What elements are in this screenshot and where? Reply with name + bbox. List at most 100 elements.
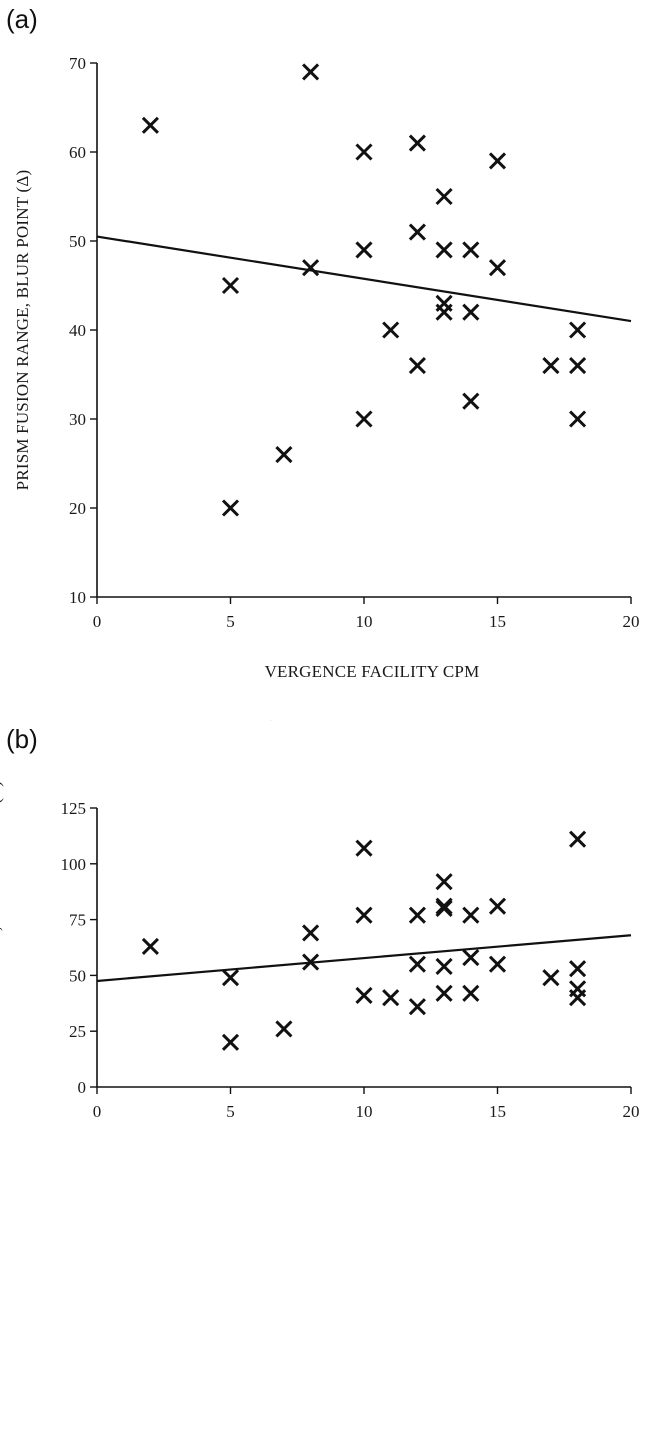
marker-stroke [382,321,400,339]
marker-stroke [141,116,159,134]
x-tick-label: 15 [489,1102,506,1121]
marker-stroke [462,303,480,321]
marker-stroke [435,873,453,891]
y-tick-label: 75 [69,911,86,930]
marker-stroke [275,446,293,464]
data-point-marker [141,116,159,134]
data-point-marker [435,899,453,918]
marker-stroke [569,960,587,978]
y-tick-label: 100 [61,855,87,874]
data-point-marker [462,984,480,1002]
x-tick-label: 15 [489,612,506,631]
data-point-marker [141,937,159,955]
data-point-marker [569,321,587,339]
marker-stroke [408,998,426,1016]
y-tick-label: 20 [69,499,86,518]
x-tick-label: 20 [623,612,640,631]
x-tick-label: 0 [93,1102,102,1121]
data-point-marker [355,986,373,1005]
x-tick-label: 10 [356,612,373,631]
marker-stroke [569,830,587,848]
data-point-marker [408,134,426,152]
data-point-marker [221,276,240,295]
data-point-marker [355,241,373,259]
data-point-marker [408,955,426,973]
x-tick-label: 5 [226,1102,235,1121]
y-tick-label: 70 [69,54,86,73]
marker-stroke [435,303,453,321]
marker-stroke [408,357,426,375]
data-point-marker [221,499,240,517]
marker-stroke [355,906,373,924]
marker-stroke [488,259,507,277]
marker-stroke [435,897,453,915]
data-point-marker [382,321,400,339]
chart-panel-a: (a) 10 20 30 40 50 60 70 0 5 10 15 20 VERGENCE FACIL… [0,0,646,720]
data-point-marker [408,998,426,1016]
marker-stroke [569,321,587,339]
data-point-marker [355,143,373,161]
data-point-marker [435,897,453,915]
data-point-marker [355,410,373,428]
marker-stroke [488,897,507,915]
marker-stroke [355,143,373,161]
data-point-marker [462,906,480,924]
marker-stroke [435,187,453,206]
x-tick-label: 5 [226,612,235,631]
data-point-marker [408,906,426,924]
data-point-marker [462,948,480,967]
data-point-marker [221,969,240,987]
data-point-marker [488,152,507,170]
y-tick-label: 125 [61,799,87,818]
marker-stroke [355,410,373,428]
data-point-marker [302,924,320,942]
y-tick-label: 25 [69,1022,86,1041]
marker-stroke [221,499,240,517]
data-point-marker [302,953,320,971]
data-point-marker [355,906,373,924]
data-point-marker [569,989,587,1007]
data-point-marker [462,241,480,259]
data-point-marker [302,63,320,81]
marker-stroke [408,906,426,924]
y-tick-label: 40 [69,321,86,340]
marker-stroke [435,241,453,259]
panel-label-a: (a) [6,4,38,34]
x-tick-label: 20 [623,1102,640,1121]
scatter-plot-b: 0 25 50 75 100 125 0 5 10 15 20 VERGENCE FACILITY C… [0,720,640,1121]
data-point-marker [569,830,587,848]
regression-line [96,934,632,983]
data-point-marker [569,960,587,978]
data-point-marker [569,357,587,375]
panel-label-b: (b) [6,724,38,754]
marker-stroke [408,134,426,152]
data-point-marker [221,1033,240,1051]
marker-stroke [355,986,373,1005]
y-axis-title: PRISM FUSION RANGE, BLUR POINT (Δ) [13,170,32,491]
marker-stroke [435,899,453,918]
scatter-plot-a: 10 20 30 40 50 60 70 0 5 10 15 20 VERGENCE FACILITY … [13,54,640,681]
marker-stroke [462,984,480,1002]
marker-stroke [221,276,240,295]
data-point-marker [408,357,426,375]
y-tick-label: 50 [69,966,86,985]
x-tick-label: 10 [356,1102,373,1121]
marker-stroke [141,937,159,955]
marker-stroke [408,955,426,973]
marker-stroke [355,839,373,857]
marker-stroke [275,1020,293,1038]
marker-stroke [221,1033,240,1051]
marker-stroke [435,957,453,976]
marker-stroke [302,924,320,942]
data-point-marker [435,303,453,321]
marker-stroke [569,357,587,375]
data-point-marker [462,303,480,321]
data-point-marker [382,989,400,1007]
marker-stroke [462,948,480,967]
data-point-marker [488,259,507,277]
x-axis-title: VERGENCE FACILITY CPM [265,662,480,681]
marker-stroke [462,392,480,410]
regression-line [96,235,632,323]
marker-stroke [542,969,560,987]
marker-stroke [462,906,480,924]
